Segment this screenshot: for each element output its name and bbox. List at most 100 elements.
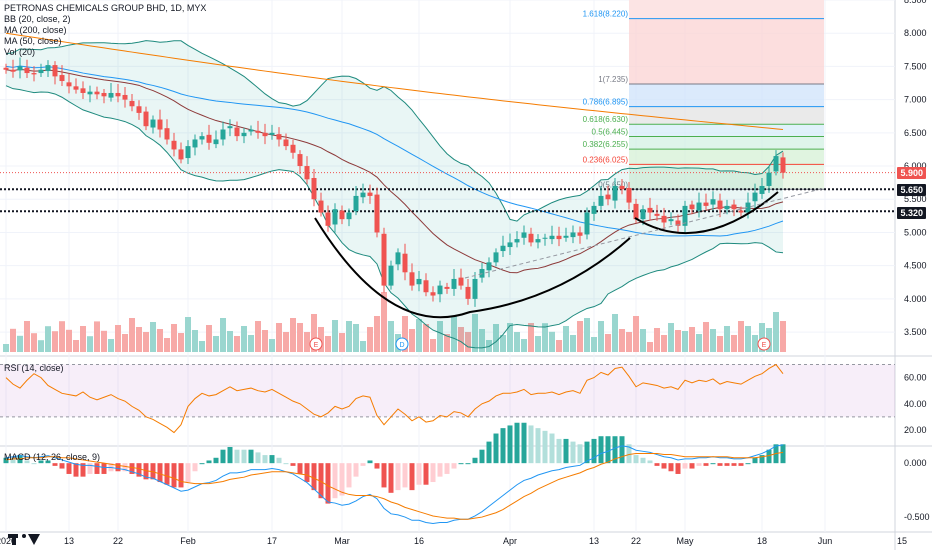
candle-body [395, 252, 401, 265]
macd-histogram-bar [360, 463, 366, 466]
last-price-tag: 5.900 [897, 167, 926, 179]
macd-histogram-bar [395, 463, 401, 491]
rsi-tick-label: 20.00 [904, 425, 927, 435]
macd-histogram-bar [451, 463, 457, 469]
line-price-tag-1: 5.650 [897, 184, 926, 196]
volume-bar [31, 333, 37, 352]
volume-bar [724, 326, 730, 352]
macd-histogram-bar [80, 463, 86, 477]
macd-histogram-bar [647, 460, 653, 464]
macd-histogram-bar [661, 463, 667, 469]
macd-histogram-bar [143, 463, 149, 480]
volume-bar [66, 329, 72, 352]
candle-body [423, 280, 429, 293]
macd-histogram-bar [598, 436, 604, 464]
macd-histogram-bar [423, 463, 429, 485]
macd-histogram-bar [325, 463, 331, 504]
candle-body [402, 253, 408, 273]
macd-histogram-bar [514, 422, 520, 464]
candle-body [17, 66, 23, 71]
macd-histogram-bar [654, 463, 660, 466]
fib-level-label: 1.618(8.220) [583, 10, 629, 19]
candle-body [220, 129, 226, 140]
volume-bar [52, 331, 58, 352]
macd-histogram-bar [346, 463, 352, 488]
volume-bar [521, 339, 527, 352]
candle-body [437, 285, 443, 295]
macd-histogram-bar [738, 463, 744, 466]
candle-body [185, 146, 191, 159]
macd-tick-label: -0.500 [904, 512, 930, 522]
price-tick-label: 4.000 [904, 294, 927, 304]
candle-body [122, 94, 128, 100]
candle-body [731, 204, 737, 210]
chart-title: PETRONAS CHEMICALS GROUP BHD, 1D, MYX [4, 3, 207, 13]
macd-histogram-bar [227, 447, 233, 464]
macd-histogram-bar [682, 463, 688, 469]
candle-body [276, 134, 282, 140]
candle-body [255, 130, 261, 133]
candle-body [514, 239, 520, 243]
volume-bar [339, 333, 345, 352]
candle-body [654, 213, 660, 216]
candle-body [703, 202, 709, 206]
volume-bar [458, 327, 464, 352]
macd-histogram-bar [556, 438, 562, 464]
macd-histogram-bar [87, 463, 93, 474]
macd-histogram-bar [31, 463, 37, 465]
price-tick-label: 3.500 [904, 327, 927, 337]
volume-bar [248, 335, 254, 352]
macd-histogram-bar [136, 463, 142, 477]
candle-body [234, 127, 240, 137]
volume-bar [759, 323, 765, 352]
candle-body [773, 156, 779, 172]
candle-body [332, 209, 338, 225]
volume-bar [605, 334, 611, 352]
volume-bar [696, 334, 702, 352]
fib-zone [629, 136, 824, 150]
volume-bar [682, 331, 688, 352]
volume-bar [87, 336, 93, 352]
rsi-legend: RSI (14, close) [4, 363, 64, 374]
candle-body [591, 205, 597, 214]
macd-histogram-bar [640, 457, 646, 464]
candle-body [115, 92, 121, 97]
candle-body [710, 199, 716, 205]
candle-body [374, 194, 380, 233]
trend-line [464, 187, 826, 279]
macd-histogram-bar [577, 444, 583, 464]
candle-body [451, 278, 457, 289]
candle-body [528, 233, 534, 243]
candle-body [346, 212, 352, 220]
candle-body [675, 220, 681, 226]
macd-histogram-bar [437, 463, 443, 477]
macd-histogram-bar [612, 436, 618, 464]
candle-body [416, 278, 422, 285]
candle-body [689, 204, 695, 210]
x-tick-label: May [676, 536, 694, 546]
volume-bar [703, 322, 709, 352]
macd-histogram-bar [374, 463, 380, 469]
macd-histogram-bar [570, 441, 576, 464]
candle-body [570, 232, 576, 238]
macd-histogram-bar [724, 463, 730, 466]
macd-histogram-bar [129, 463, 135, 474]
volume-bar [549, 331, 555, 352]
macd-histogram-bar [745, 463, 751, 465]
rsi-line [5, 363, 784, 434]
volume-bar [318, 327, 324, 352]
candle-body [101, 92, 107, 97]
fib-level-label: 0.786(6.895) [583, 98, 629, 107]
candle-body [297, 154, 303, 167]
volume-bar [59, 321, 65, 352]
fib-level-label: 1(7.235) [598, 75, 628, 84]
candle-body [171, 140, 177, 150]
volume-bar [213, 336, 219, 352]
candle-body [94, 91, 100, 95]
x-tick-label: 13 [589, 536, 599, 546]
candle-body [661, 215, 667, 223]
macd-histogram-bar [318, 463, 324, 499]
candle-body [311, 177, 317, 200]
macd-histogram-bar [486, 441, 492, 464]
